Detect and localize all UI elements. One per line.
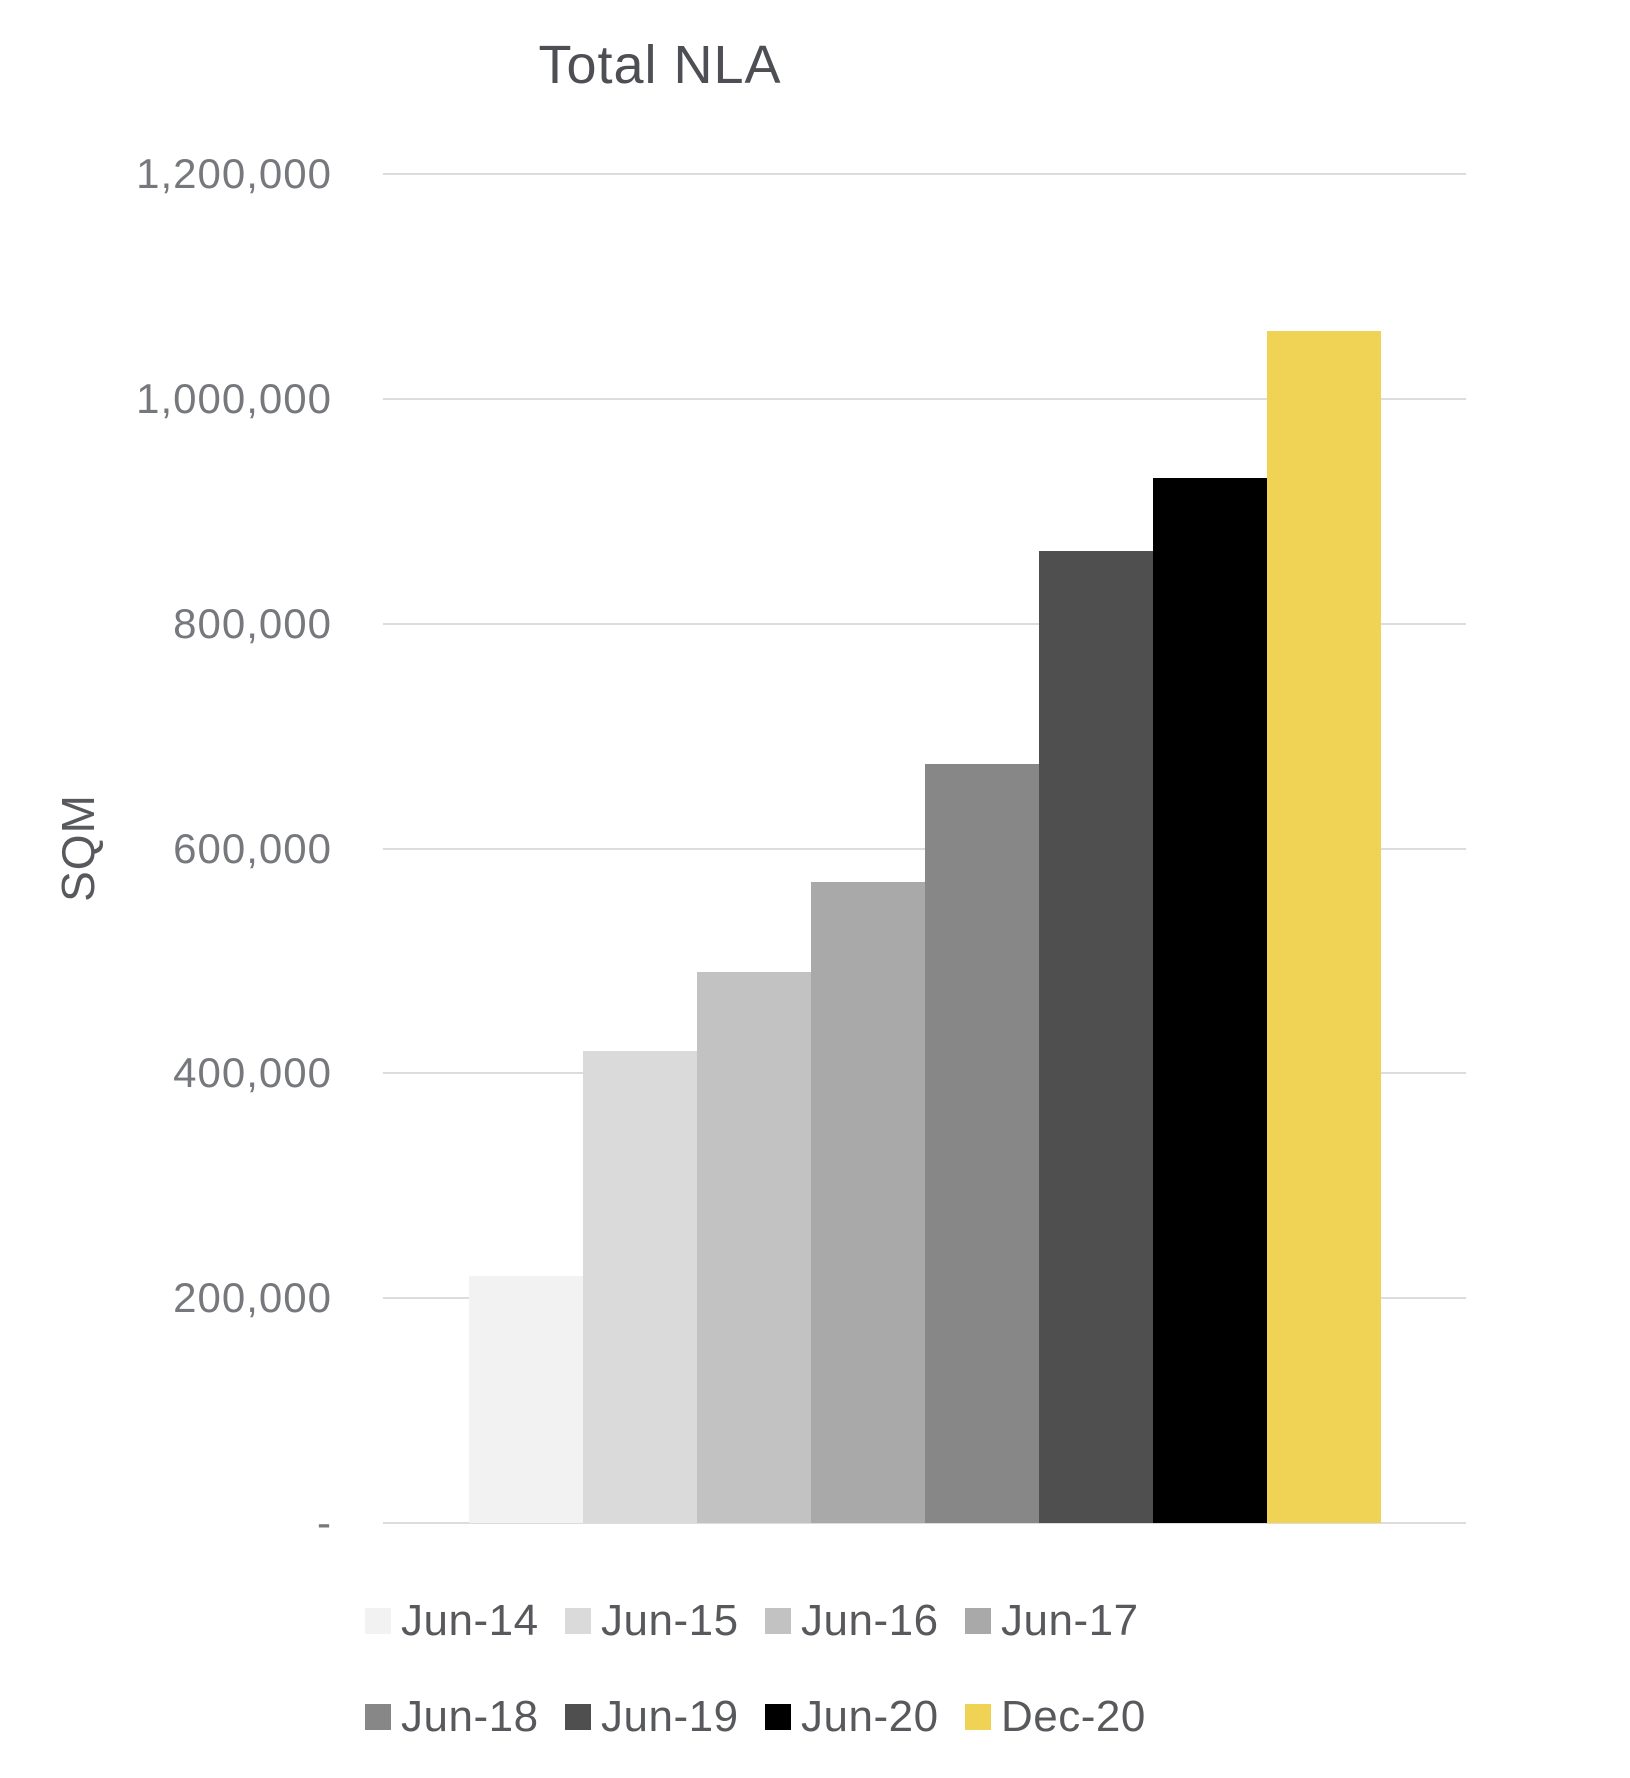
bar-jun-18 — [925, 764, 1039, 1523]
legend-swatch-jun-19 — [565, 1704, 591, 1730]
y-tick-label: 400,000 — [173, 1049, 332, 1097]
bar-jun-20 — [1153, 477, 1267, 1523]
legend-label: Jun-18 — [401, 1692, 539, 1741]
bar-jun-17 — [811, 882, 925, 1523]
chart-title: Total NLA — [538, 35, 782, 95]
bar-jun-16 — [697, 972, 811, 1523]
legend-swatch-jun-20 — [765, 1704, 791, 1730]
legend-label: Jun-17 — [1001, 1596, 1139, 1645]
legend-swatch-jun-16 — [765, 1608, 791, 1634]
legend-item-jun-19: Jun-19 — [565, 1692, 765, 1742]
y-tick-label: 800,000 — [173, 599, 332, 647]
legend-swatch-jun-18 — [365, 1704, 391, 1730]
legend-label: Jun-15 — [601, 1596, 739, 1645]
legend-row-1: Jun-14 Jun-15 Jun-16 Jun-17 — [365, 1594, 1165, 1648]
y-tick-label: 200,000 — [173, 1274, 332, 1322]
legend-label: Jun-19 — [601, 1692, 739, 1741]
legend-item-jun-20: Jun-20 — [765, 1692, 965, 1742]
legend-label: Dec-20 — [1001, 1692, 1146, 1741]
legend-item-jun-18: Jun-18 — [365, 1692, 565, 1742]
legend-row-2: Jun-18 Jun-19 Jun-20 Dec-20 — [365, 1690, 1165, 1744]
legend-item-jun-15: Jun-15 — [565, 1596, 765, 1646]
legend-swatch-jun-15 — [565, 1608, 591, 1634]
legend-swatch-jun-17 — [965, 1608, 991, 1634]
bar-jun-14 — [469, 1275, 583, 1523]
legend-item-jun-14: Jun-14 — [365, 1596, 565, 1646]
gridline — [383, 1522, 1466, 1524]
legend-swatch-dec-20 — [965, 1704, 991, 1730]
legend-label: Jun-14 — [401, 1596, 539, 1645]
legend-item-dec-20: Dec-20 — [965, 1692, 1165, 1742]
gridline — [383, 847, 1466, 850]
y-tick-label: 1,200,000 — [136, 150, 332, 197]
legend-swatch-jun-14 — [365, 1608, 391, 1634]
y-tick-label: - — [317, 1499, 332, 1546]
y-tick-label: 600,000 — [173, 824, 332, 872]
bar-jun-19 — [1039, 550, 1153, 1523]
legend-label: Jun-16 — [801, 1596, 939, 1645]
gridline — [383, 622, 1466, 625]
gridline — [383, 173, 1466, 175]
bar-jun-15 — [583, 1050, 697, 1523]
y-tick-label: 1,000,000 — [136, 374, 332, 422]
legend-item-jun-17: Jun-17 — [965, 1596, 1165, 1646]
gridline — [383, 397, 1466, 400]
bar-dec-20 — [1267, 331, 1381, 1523]
legend-label: Jun-20 — [801, 1692, 939, 1741]
plot-area — [383, 173, 1466, 1524]
legend-item-jun-16: Jun-16 — [765, 1596, 965, 1646]
